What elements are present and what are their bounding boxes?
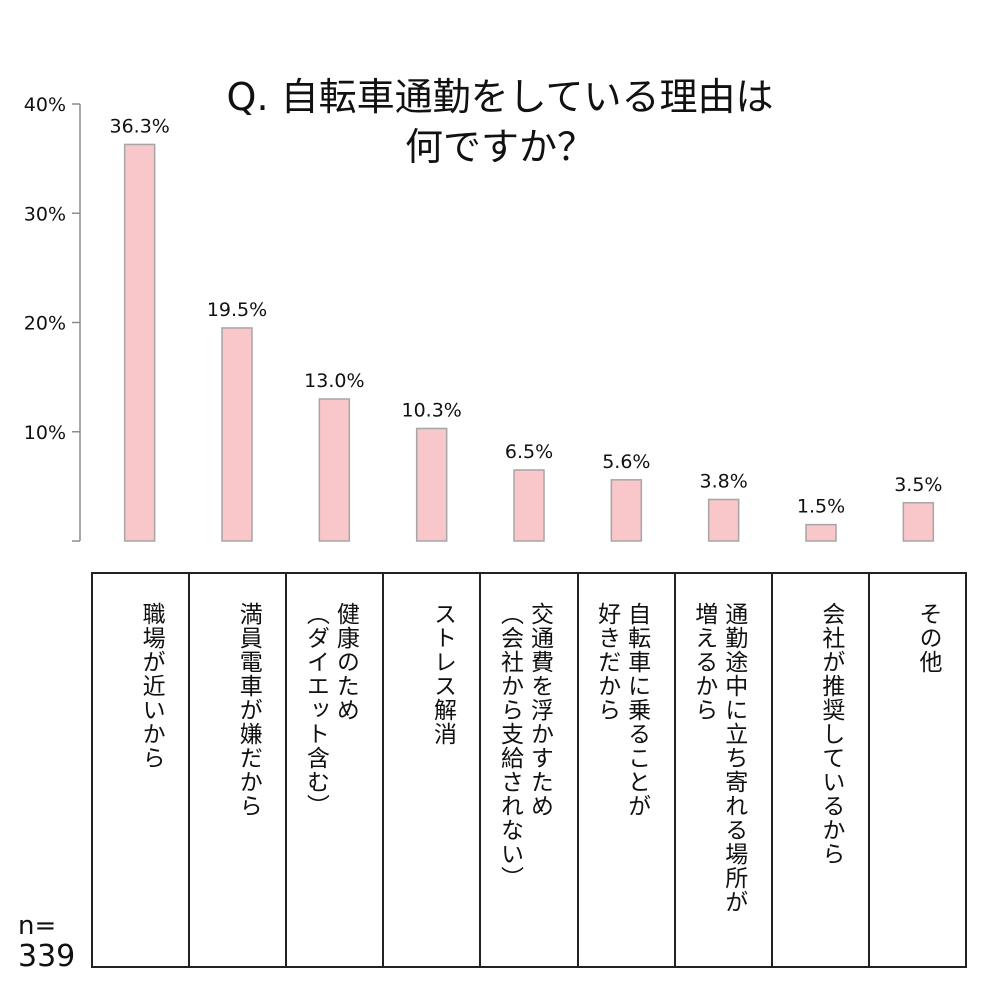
category-cell-4: ストレス解消 <box>384 574 482 966</box>
sample-size-label: n= <box>18 911 57 941</box>
sample-size-value: 339 <box>18 939 76 974</box>
chart-title-line-1: Q. 自転車通勤をしている理由は <box>226 75 774 119</box>
chart-title: Q. 自転車通勤をしている理由は 何ですか？ <box>180 72 820 172</box>
category-label-2: 満員電車が嫌だから <box>235 602 262 818</box>
data-label-6: 5.6% <box>602 451 650 473</box>
category-label-4: ストレス解消 <box>429 602 456 746</box>
category-cell-9: その他 <box>870 574 965 966</box>
category-label-5: 交通費を浮かすため （会社から支給されない） <box>496 602 553 890</box>
bar-3 <box>318 398 351 542</box>
category-label-9: その他 <box>914 602 941 674</box>
bar-8 <box>805 523 837 542</box>
y-tick-label-10: 10% <box>24 422 66 444</box>
category-cell-5: 交通費を浮かすため （会社から支給されない） <box>481 574 579 966</box>
data-label-2: 19.5% <box>207 299 267 321</box>
category-cell-7: 通勤途中に立ち寄れる場所が 増えるから <box>676 574 773 966</box>
data-label-4: 10.3% <box>401 399 461 421</box>
y-tick-label-40: 40% <box>24 94 66 116</box>
category-cell-8: 会社が推奨しているから <box>773 574 870 966</box>
y-tick-label-30: 30% <box>24 203 66 225</box>
bar-5 <box>513 469 545 542</box>
category-label-3: 健康のため （ダイエット含む） <box>302 602 359 818</box>
bar-4 <box>415 427 448 542</box>
data-label-1: 36.3% <box>109 115 169 137</box>
category-cell-2: 満員電車が嫌だから <box>190 574 288 966</box>
bar-2 <box>221 327 253 542</box>
data-label-3: 13.0% <box>304 370 364 392</box>
category-cell-3: 健康のため （ダイエット含む） <box>287 574 385 966</box>
data-label-5: 6.5% <box>505 441 553 463</box>
bar-9 <box>902 502 935 542</box>
category-label-6: 自転車に乗ることが 好きだから <box>593 602 650 818</box>
data-label-7: 3.8% <box>700 470 748 492</box>
category-label-8: 会社が推奨しているから <box>817 602 844 866</box>
category-cell-6: 自転車に乗ることが 好きだから <box>579 574 676 966</box>
category-label-1: 職場が近いから <box>138 602 165 770</box>
chart-title-line-2: 何ですか？ <box>404 125 595 169</box>
category-table: 職場が近いから 満員電車が嫌だから 健康のため （ダイエット含む） ストレス解消 交通費… <box>91 572 967 968</box>
y-tick-label-20: 20% <box>24 313 66 335</box>
data-label-9: 3.5% <box>894 474 942 496</box>
bar-6 <box>610 479 643 542</box>
category-cell-1: 職場が近いから <box>93 574 191 966</box>
bar-7 <box>707 498 740 542</box>
data-label-8: 1.5% <box>797 496 845 518</box>
bar-1 <box>123 143 156 542</box>
category-label-7: 通勤途中に立ち寄れる場所が 増えるから <box>690 602 747 914</box>
